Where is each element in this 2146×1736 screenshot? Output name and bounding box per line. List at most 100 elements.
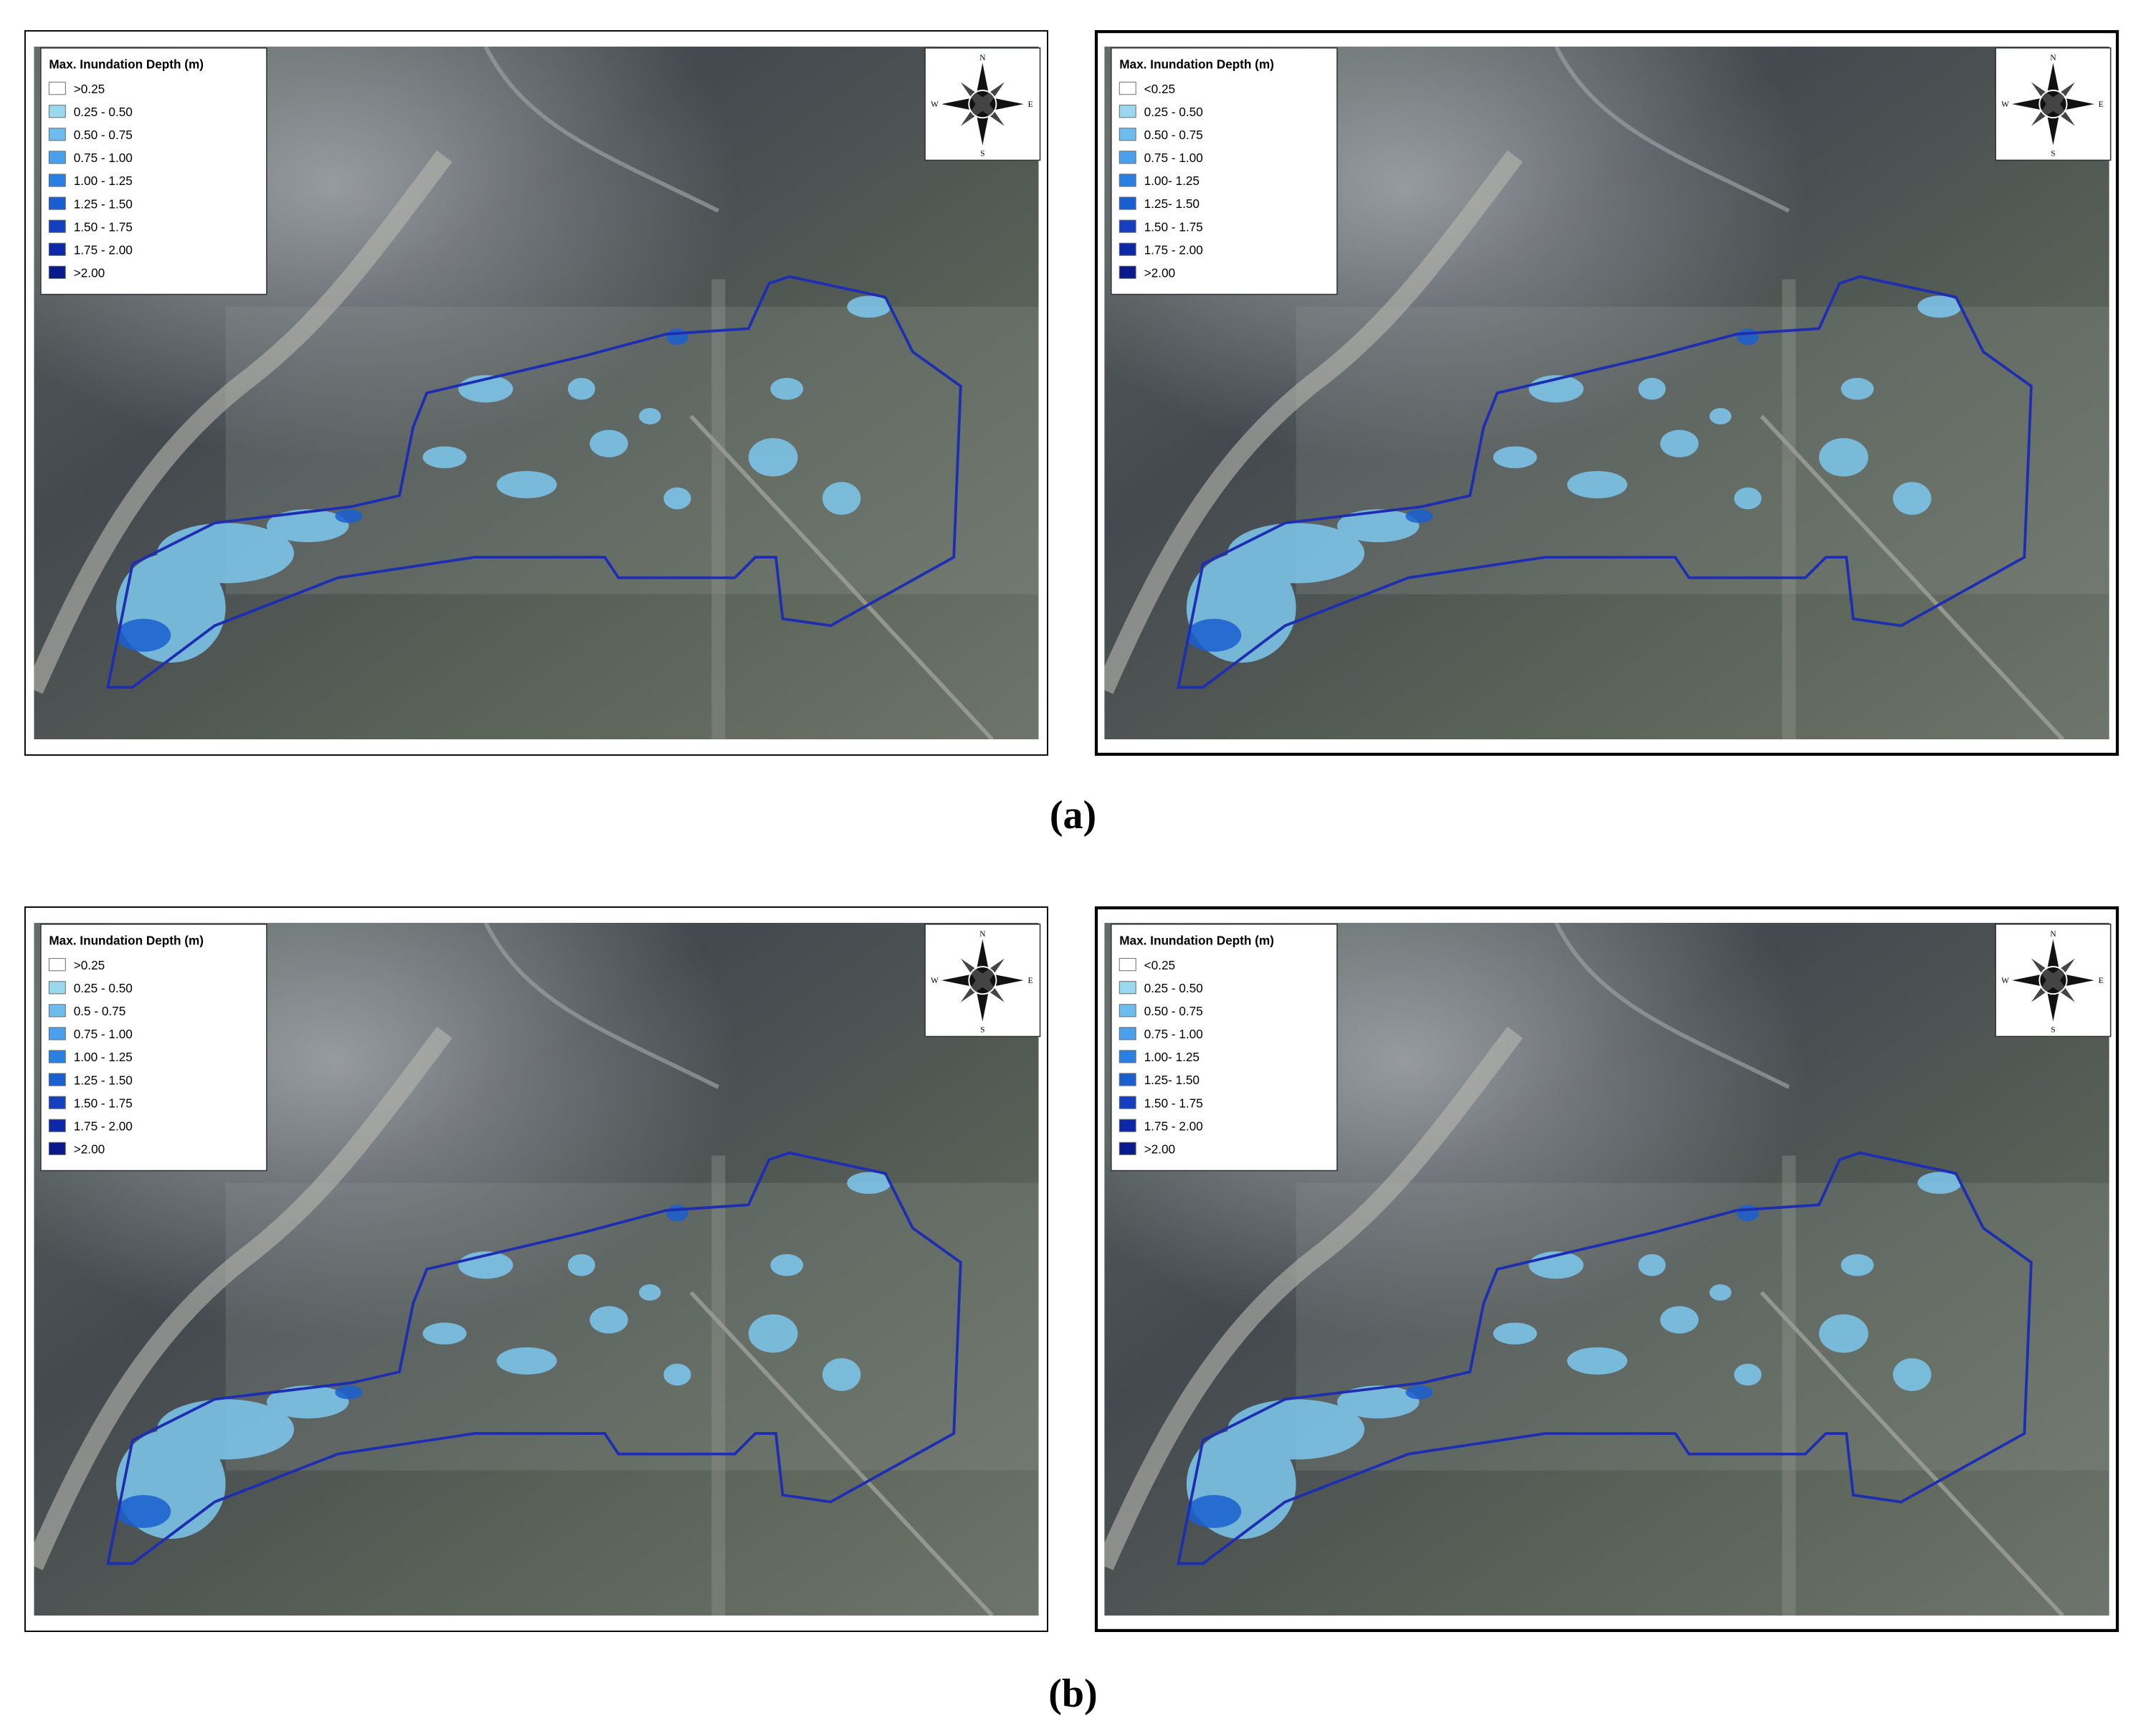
legend-label: <0.25: [1144, 958, 1175, 972]
compass-s: S: [980, 1026, 984, 1035]
legend-box: [1111, 47, 1338, 295]
legend-swatch: [48, 981, 66, 995]
legend-swatch: [1119, 265, 1136, 279]
legend-label: 0.75 - 1.00: [1144, 151, 1203, 165]
compass-ring: [2038, 966, 2068, 995]
legend-swatch: [1119, 105, 1136, 118]
legend-swatch: [1119, 1119, 1136, 1132]
legend-swatch: [48, 1142, 66, 1155]
legend-swatch: [1119, 174, 1136, 187]
legend-swatch: [1119, 1050, 1136, 1063]
legend-label: 1.50 - 1.75: [74, 1096, 133, 1110]
legend-swatch: [1119, 981, 1136, 995]
legend-box: [1111, 924, 1338, 1172]
compass-n: N: [2050, 54, 2056, 62]
compass-star-minor: [2031, 958, 2076, 1002]
compass-n: N: [979, 54, 985, 62]
legend-label: >2.00: [1144, 265, 1175, 280]
legend-swatch: [1119, 196, 1136, 210]
legend-label: 0.25 - 0.50: [74, 981, 133, 995]
compass-n: N: [979, 930, 985, 939]
map-panel: Max. Inundation Depth (m) >0.25 0.25 - 0.5…: [24, 906, 1048, 1632]
legend-label: 1.50 - 1.75: [1144, 219, 1203, 234]
legend-swatch: [1119, 1004, 1136, 1018]
legend-label: 1.75 - 2.00: [74, 1119, 133, 1133]
legend-swatch: [1119, 1073, 1136, 1086]
legend-label: >2.00: [74, 1142, 105, 1156]
map-panel: Max. Inundation Depth (m) <0.25 0.25 - 0.5…: [1094, 30, 2119, 756]
compass-w: W: [2001, 977, 2009, 985]
legend-swatch: [48, 1050, 66, 1063]
legend-label: 1.00 - 1.25: [74, 174, 133, 188]
legend-label: 0.25 - 0.50: [1144, 105, 1203, 119]
legend-label: 1.25 - 1.50: [74, 1073, 133, 1087]
legend-title: Max. Inundation Depth (m): [49, 934, 204, 948]
caption: (b): [1048, 1671, 1098, 1716]
compass-w: W: [931, 100, 939, 109]
compass-e: E: [2099, 977, 2104, 985]
legend-swatch: [48, 958, 66, 972]
legend-title: Max. Inundation Depth (m): [1119, 57, 1274, 71]
legend-label: 0.5 - 0.75: [74, 1004, 126, 1018]
legend-label: 1.00 - 1.25: [74, 1050, 133, 1064]
legend-label: >0.25: [74, 82, 105, 96]
legend-box: [40, 924, 267, 1172]
compass-ring: [2038, 90, 2068, 119]
legend-swatch: [48, 265, 66, 279]
legend-swatch: [48, 1096, 66, 1109]
compass-e: E: [1028, 977, 1033, 985]
compass-w: W: [2001, 100, 2009, 109]
legend-label: 1.50 - 1.75: [74, 219, 133, 234]
legend-swatch: [48, 242, 66, 256]
legend-swatch: [1119, 1142, 1136, 1155]
legend-label: 0.50 - 0.75: [1144, 1004, 1203, 1018]
legend-label: 1.50 - 1.75: [1144, 1096, 1203, 1110]
legend-label: 0.50 - 0.75: [1144, 128, 1203, 142]
compass-star-minor: [960, 82, 1005, 126]
legend-swatch: [48, 105, 66, 118]
legend-swatch: [48, 1119, 66, 1132]
legend-label: 1.25- 1.50: [1144, 1073, 1200, 1087]
legend-label: 1.00- 1.25: [1144, 174, 1200, 188]
legend-swatch: [48, 174, 66, 187]
legend-label: 1.25 - 1.50: [74, 196, 133, 211]
compass-w: W: [931, 977, 939, 985]
legend-swatch: [48, 128, 66, 141]
legend-label: 1.00- 1.25: [1144, 1050, 1200, 1064]
legend-swatch: [48, 196, 66, 210]
legend-swatch: [1119, 958, 1136, 972]
legend-label: 0.25 - 0.50: [74, 105, 133, 119]
legend-label: <0.25: [1144, 82, 1175, 96]
compass-ring: [968, 90, 997, 119]
legend-label: 1.75 - 2.00: [1144, 1119, 1203, 1133]
legend-label: 1.75 - 2.00: [74, 242, 133, 257]
compass-star-minor: [960, 958, 1005, 1002]
legend-swatch: [1119, 82, 1136, 95]
legend-swatch: [1119, 1096, 1136, 1109]
legend-swatch: [48, 151, 66, 164]
legend-swatch: [48, 82, 66, 95]
legend-title: Max. Inundation Depth (m): [1119, 933, 1274, 947]
compass-ring: [968, 966, 997, 995]
legend-label: 0.25 - 0.50: [1144, 981, 1203, 995]
map-panel: Max. Inundation Depth (m) >0.25 0.25 - 0.5…: [24, 30, 1048, 756]
legend-swatch: [48, 1027, 66, 1040]
legend-label: 0.75 - 1.00: [74, 1027, 133, 1041]
legend-label: >2.00: [1144, 1142, 1175, 1156]
caption: (a): [1049, 793, 1097, 838]
legend-label: 0.75 - 1.00: [74, 151, 133, 165]
legend-swatch: [48, 219, 66, 233]
compass-e: E: [1028, 100, 1033, 109]
compass-n: N: [2050, 930, 2056, 939]
map-panel: Max. Inundation Depth (m) <0.25 0.25 - 0.5…: [1094, 906, 2119, 1632]
legend-swatch: [1119, 128, 1136, 141]
compass-s: S: [2051, 150, 2055, 158]
legend-label: 0.75 - 1.00: [1144, 1027, 1203, 1041]
legend-box: [40, 47, 267, 295]
compass-s: S: [2051, 1026, 2055, 1035]
legend-swatch: [1119, 1027, 1136, 1040]
legend-label: >2.00: [74, 265, 105, 280]
legend-swatch: [48, 1004, 66, 1018]
legend-label: 0.50 - 0.75: [74, 128, 133, 142]
